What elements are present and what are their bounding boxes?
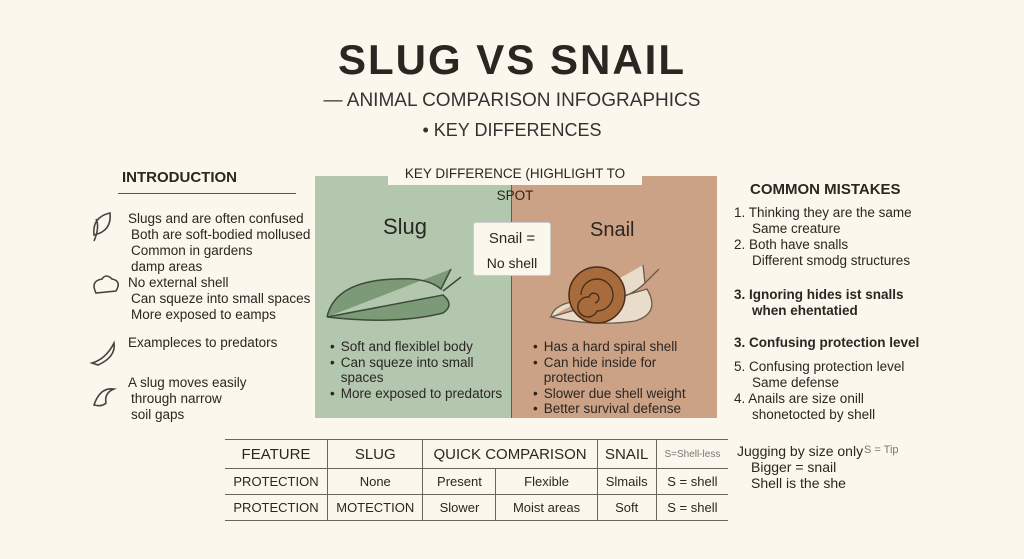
tag: • KEY DIFFERENCES [422, 120, 602, 140]
intro-line: through narrow [131, 391, 222, 406]
mistake-item: 4. Anails are size onill shonetocted by s… [734, 391, 934, 423]
bullet-dot: • [533, 339, 538, 354]
bullet-dot: • [330, 354, 335, 370]
bullet-dot: • [533, 401, 538, 416]
mistake-item: 1. Thinking they are the same Same creatu… [734, 205, 934, 237]
bullet: • Better survival defense [533, 401, 713, 417]
intro-line: damp areas [131, 259, 203, 274]
table-cell: Flexible [495, 468, 598, 495]
mistake-line: 3. Ignoring hides ist snalls [734, 287, 904, 302]
intro-icons [89, 212, 120, 407]
panel-divider [511, 176, 512, 418]
mistake-item: 5. Confusing protection level Same defens… [734, 359, 934, 391]
table-cell: Soft [596, 494, 657, 521]
note-line: Snail = [488, 230, 536, 247]
header-cell: SLUG [327, 439, 424, 469]
mistake-line: 5. Confusing protection level [734, 359, 905, 374]
mistake-line: shonetocted by shell [752, 407, 876, 422]
table-cell: Slower [422, 494, 497, 521]
bullet-text: Has a hard spiral shell [543, 339, 678, 354]
table-cell: S = shell [655, 468, 728, 495]
table-cell: PROTECTION [225, 494, 329, 521]
extra-line: Shell is the she [751, 475, 846, 491]
bullet: • Can hide inside for protection [533, 355, 713, 386]
bullet: • Slower due shell weight [533, 386, 713, 402]
divider [118, 193, 296, 194]
bullet-text: Soft and flexiblel body [340, 339, 473, 354]
banner: KEY DIFFERENCE (HIGHLIGHT TO SPOT [388, 163, 642, 203]
mistake-item: 3. Ignoring hides ist snalls when ehentat… [734, 287, 934, 319]
bullet: • More exposed to predators [330, 386, 510, 402]
bullet-dot: • [533, 385, 538, 401]
extra: Jugging by size only Bigger = snail Shel… [737, 443, 863, 491]
table-cell: Present [422, 468, 497, 495]
intro-heading: INTRODUCTION [122, 169, 237, 186]
extra-line: Jugging by size only [737, 443, 864, 459]
table-cell: Moist areas [495, 494, 598, 521]
intro-line: Both are soft-bodied mollused [131, 227, 311, 242]
mistakes-heading: COMMON MISTAKES [750, 181, 901, 198]
bullet: • Soft and flexiblel body [330, 339, 510, 355]
table-row: PROTECTION None Present Flexible Slmails S = … [225, 468, 728, 495]
table-cell: S = shell [655, 494, 728, 521]
snail-bullets: • Has a hard spiral shell • Can hide inside… [533, 339, 713, 417]
table-row: PROTECTION MOTECTION Slower Moist areas Soft… [225, 494, 728, 521]
mistake-line: Same defense [752, 375, 840, 390]
bullet: • Can squeze into small spaces [330, 355, 510, 386]
mistake-line: 1. Thinking they are the same [734, 205, 912, 220]
mistake-line: Different smodg structures [752, 253, 911, 268]
tip: S = Tip [864, 444, 899, 456]
table-cell: MOTECTION [327, 494, 424, 521]
intro-line: Can squeze into small spaces [131, 291, 311, 306]
table-header: FEATURE SLUG QUICK COMPARISON SNAIL S=Shell-… [225, 439, 728, 469]
header-cell: QUICK COMPARISON [422, 439, 598, 469]
bullet-text: Can hide inside for protection [543, 354, 657, 386]
table-cell: PROTECTION [225, 468, 329, 495]
intro-item: No external shell Can squeze into small s… [128, 275, 318, 323]
slug-bullets: • Soft and flexiblel body • Can squeze into… [330, 339, 510, 401]
note-line: No shell [486, 255, 538, 271]
intro-line: No external shell [128, 275, 229, 290]
table-cell: Slmails [596, 468, 657, 495]
bullet-text: More exposed to predators [340, 385, 503, 401]
bullet-dot: • [330, 339, 335, 354]
intro-line: soil gaps [131, 407, 185, 422]
comparison-table: FEATURE SLUG QUICK COMPARISON SNAIL S=Shell-… [225, 439, 728, 521]
intro-line: Exampleces to predators [128, 335, 278, 350]
bullet-dot: • [533, 354, 538, 370]
mistake-line: 4. Anails are size onill [734, 391, 864, 406]
header-cell: FEATURE [225, 439, 329, 469]
header-cell: S=Shell-less [655, 439, 728, 469]
title: SLUG VS SNAIL [337, 36, 687, 83]
extra-line: Bigger = snail [751, 459, 837, 475]
slug-label: Slug [383, 214, 428, 239]
mistake-line: when ehentatied [752, 303, 858, 318]
bullet: • Has a hard spiral shell [533, 339, 713, 355]
subtitle: — ANIMAL COMPARISON INFOGRAPHICS [323, 90, 701, 111]
note-box: Snail = No shell [473, 222, 551, 276]
intro-line: A slug moves easily [128, 375, 247, 390]
intro-line: Slugs and are often confused [128, 211, 304, 226]
animal-drawings [326, 264, 660, 324]
mistake-item: 2. Both have snalls Different smodg struc… [734, 237, 934, 269]
header-cell: SNAIL [596, 439, 657, 469]
intro-item: Slugs and are often confused Both are sof… [128, 211, 318, 275]
mistake-line: 2. Both have snalls [734, 237, 849, 252]
intro-line: Common in gardens [131, 243, 253, 258]
bullet-text: Better survival defense [543, 401, 682, 416]
bullet-text: Slower due shell weight [543, 385, 686, 401]
bullet-text: Can squeze into small spaces [340, 354, 474, 386]
mistake-line: 3. Confusing protection level [734, 335, 920, 350]
table-cell: None [327, 468, 424, 495]
snail-label: Snail [590, 219, 635, 241]
bullet-dot: • [330, 385, 335, 401]
mistake-line: Same creature [752, 221, 841, 236]
intro-item: A slug moves easily through narrow soil ga… [128, 375, 318, 423]
intro-item: Exampleces to predators [128, 335, 318, 351]
intro-line: More exposed to eamps [131, 307, 276, 322]
mistake-item: 3. Confusing protection level [734, 335, 934, 351]
